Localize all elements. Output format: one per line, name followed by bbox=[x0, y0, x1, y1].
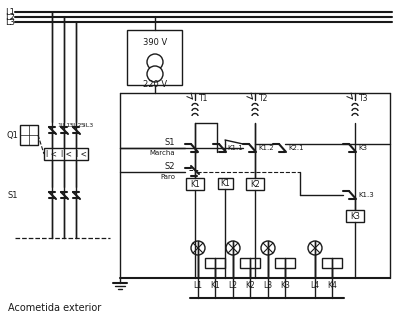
Text: L3: L3 bbox=[264, 282, 272, 290]
Text: Marcha: Marcha bbox=[149, 150, 175, 156]
Text: S2: S2 bbox=[164, 162, 175, 171]
Text: K3: K3 bbox=[280, 282, 290, 290]
Text: K1.3: K1.3 bbox=[358, 192, 374, 198]
Bar bbox=[186, 178, 204, 190]
Bar bbox=[205, 258, 225, 268]
Circle shape bbox=[308, 241, 322, 255]
Text: K3: K3 bbox=[350, 212, 360, 221]
Bar bbox=[20, 125, 38, 145]
Text: L2: L2 bbox=[5, 13, 15, 22]
Text: L1: L1 bbox=[5, 7, 15, 16]
Text: Q1: Q1 bbox=[6, 130, 18, 140]
Text: K2: K2 bbox=[250, 180, 260, 189]
Text: L4: L4 bbox=[310, 282, 320, 290]
Text: K1: K1 bbox=[210, 282, 220, 290]
Text: Paro: Paro bbox=[160, 174, 175, 180]
Bar bbox=[246, 178, 264, 190]
Text: K3: K3 bbox=[358, 145, 367, 151]
Text: T1: T1 bbox=[199, 93, 208, 102]
Text: K2: K2 bbox=[245, 282, 255, 290]
Bar bbox=[275, 258, 295, 268]
Text: K1.1: K1.1 bbox=[227, 145, 243, 151]
Text: I <: I < bbox=[60, 150, 72, 159]
Circle shape bbox=[261, 241, 275, 255]
Circle shape bbox=[226, 241, 240, 255]
Bar bbox=[322, 258, 342, 268]
Text: 1IL1: 1IL1 bbox=[57, 122, 70, 128]
Text: L3: L3 bbox=[5, 17, 15, 26]
Text: I <: I < bbox=[76, 150, 86, 159]
Circle shape bbox=[191, 241, 205, 255]
Text: 220 V: 220 V bbox=[143, 79, 167, 89]
Text: T2: T2 bbox=[259, 93, 268, 102]
Text: I <: I < bbox=[46, 150, 56, 159]
Text: K2.1: K2.1 bbox=[288, 145, 304, 151]
Bar bbox=[218, 178, 233, 189]
Text: K1: K1 bbox=[190, 180, 200, 189]
Circle shape bbox=[147, 66, 163, 82]
Text: S1: S1 bbox=[164, 138, 175, 147]
Bar bbox=[346, 210, 364, 222]
Text: K1: K1 bbox=[220, 179, 230, 188]
Bar bbox=[44, 148, 88, 160]
Bar bbox=[240, 258, 260, 268]
Text: L1: L1 bbox=[194, 282, 202, 290]
Text: L2: L2 bbox=[228, 282, 238, 290]
Text: Acometida exterior: Acometida exterior bbox=[8, 303, 101, 313]
Text: 390 V: 390 V bbox=[143, 37, 167, 47]
Text: T3: T3 bbox=[359, 93, 368, 102]
Circle shape bbox=[147, 54, 163, 70]
Text: S1: S1 bbox=[8, 191, 18, 200]
Text: K1.2: K1.2 bbox=[258, 145, 274, 151]
Bar bbox=[127, 30, 182, 85]
Text: 3IL2: 3IL2 bbox=[69, 122, 82, 128]
Text: K4: K4 bbox=[327, 282, 337, 290]
Text: 5IL3: 5IL3 bbox=[81, 122, 94, 128]
